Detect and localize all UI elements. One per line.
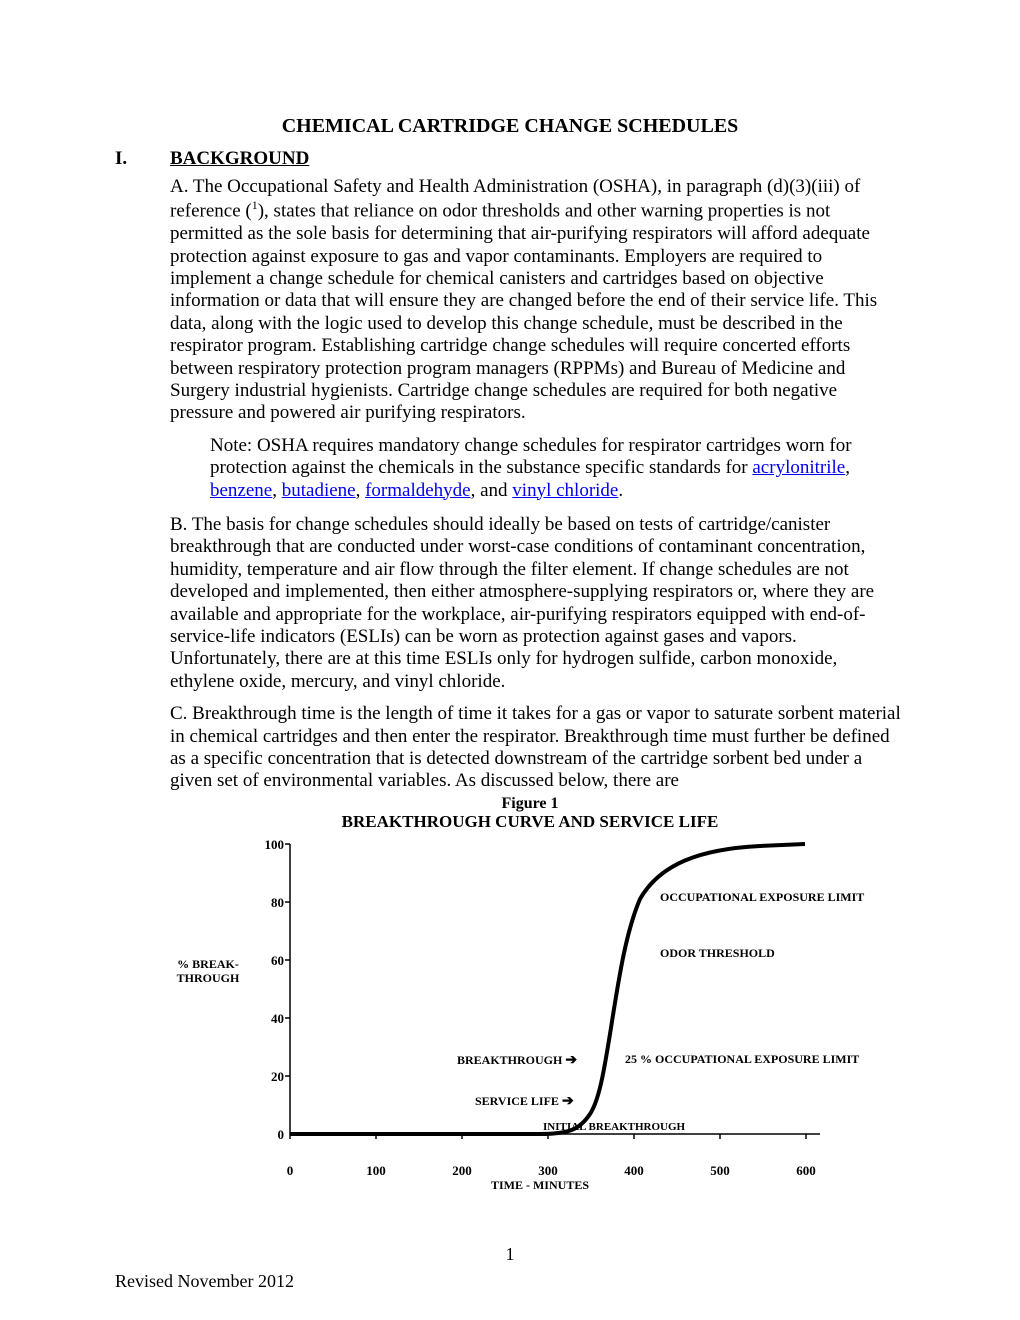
note-block: Note: OSHA requires mandatory change sch…: [210, 435, 885, 502]
section-heading: BACKGROUND: [170, 148, 309, 170]
figure-caption: Figure 1: [170, 795, 890, 813]
ytick-40: 40: [258, 1011, 284, 1027]
figure-1: Figure 1 BREAKTHROUGH CURVE AND SERVICE …: [170, 795, 890, 1190]
arrow-right-icon: ➔: [562, 1094, 574, 1109]
ann-sl-text: SERVICE LIFE: [475, 1094, 559, 1108]
link-acrylonitrile[interactable]: acrylonitrile: [752, 457, 845, 478]
paragraph-b: B. The basis for change schedules should…: [170, 514, 905, 693]
document-page: CHEMICAL CARTRIDGE CHANGE SCHEDULES I. B…: [0, 0, 1020, 1320]
sep1: ,: [845, 457, 850, 478]
xtick-200: 200: [447, 1163, 477, 1179]
page-title: CHEMICAL CARTRIDGE CHANGE SCHEDULES: [115, 115, 905, 138]
xtick-100: 100: [361, 1163, 391, 1179]
sep2: ,: [272, 480, 282, 501]
ytick-20: 20: [258, 1069, 284, 1085]
xtick-300: 300: [533, 1163, 563, 1179]
ytick-60: 60: [258, 953, 284, 969]
sep3: ,: [356, 480, 366, 501]
page-number: 1: [0, 1244, 1020, 1265]
link-formaldehyde[interactable]: formaldehyde: [365, 480, 471, 501]
xtick-600: 600: [791, 1163, 821, 1179]
x-axis-label: TIME - MINUTES: [240, 1178, 840, 1193]
breakthrough-curve: [290, 844, 805, 1134]
section-roman: I.: [115, 148, 170, 170]
ann-odor: ODOR THRESHOLD: [660, 946, 775, 961]
ytick-80: 80: [258, 895, 284, 911]
link-butadiene[interactable]: butadiene: [282, 480, 356, 501]
xtick-500: 500: [705, 1163, 735, 1179]
breakthrough-chart: % BREAK-THROUGH 100 80 60 40 20 0 0 100 …: [240, 834, 840, 1189]
ann-bt-text: BREAKTHROUGH: [457, 1053, 562, 1067]
ann-oel25: 25 % OCCUPATIONAL EXPOSURE LIMIT: [625, 1052, 859, 1067]
ann-initial-breakthrough: INITIAL BREAKTHROUGH: [543, 1121, 685, 1133]
paragraph-c: C. Breakthrough time is the length of ti…: [170, 703, 905, 793]
link-vinyl-chloride[interactable]: vinyl chloride: [512, 480, 618, 501]
ytick-0: 0: [258, 1127, 284, 1143]
xtick-0: 0: [275, 1163, 305, 1179]
section-header: I. BACKGROUND: [115, 148, 905, 170]
note-end: .: [618, 480, 623, 501]
para-a-post: ), states that reliance on odor threshol…: [170, 201, 877, 424]
y-axis-label: % BREAK-THROUGH: [168, 958, 248, 984]
arrow-right-icon: ➔: [565, 1053, 577, 1068]
link-benzene[interactable]: benzene: [210, 480, 272, 501]
ytick-100: 100: [258, 837, 284, 853]
sep-and: , and: [471, 480, 513, 501]
ann-oel: OCCUPATIONAL EXPOSURE LIMIT: [660, 890, 864, 905]
ann-service-life: SERVICE LIFE ➔: [475, 1093, 574, 1110]
revised-date: Revised November 2012: [115, 1271, 294, 1292]
ann-breakthrough: BREAKTHROUGH ➔: [457, 1052, 577, 1069]
figure-subtitle: BREAKTHROUGH CURVE AND SERVICE LIFE: [170, 812, 890, 832]
xtick-400: 400: [619, 1163, 649, 1179]
paragraph-a: A. The Occupational Safety and Health Ad…: [170, 176, 905, 425]
